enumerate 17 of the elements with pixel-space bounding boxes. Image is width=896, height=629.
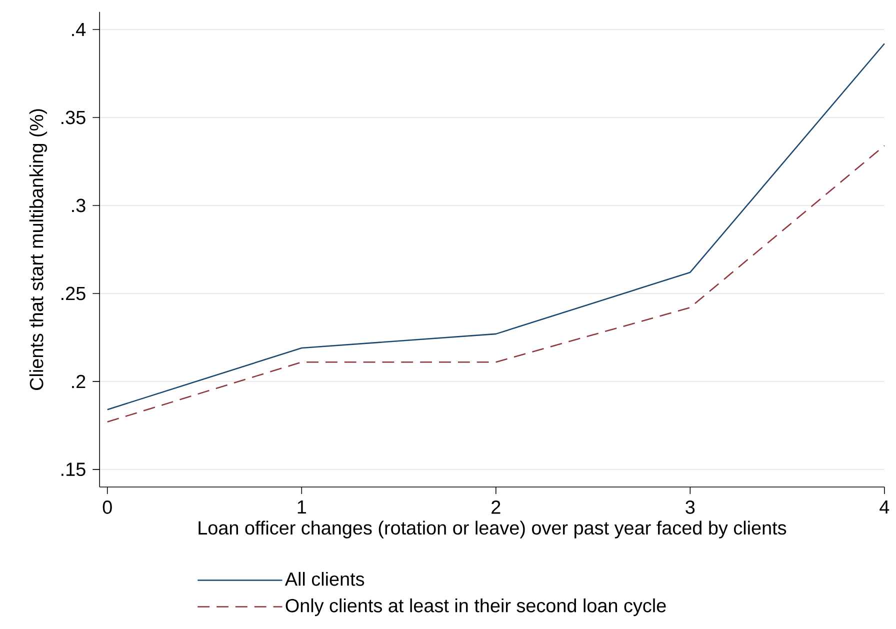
legend-label: Only clients at least in their second loan cycle xyxy=(286,598,666,616)
line-series xyxy=(106,144,886,422)
x-axis-title: Loan officer changes (rotation or leave) over past year faced by clients xyxy=(198,520,786,538)
y-tick-label: .15 xyxy=(62,462,86,476)
y-tick-label: .2 xyxy=(72,374,86,388)
y-tick-label: .35 xyxy=(62,110,86,124)
x-tick-label: 0 xyxy=(102,500,112,514)
y-tick-label: .4 xyxy=(72,22,86,36)
x-tick-label: 1 xyxy=(298,500,306,514)
x-tick-label: 2 xyxy=(492,500,500,514)
y-tick-label: .3 xyxy=(72,198,86,212)
legend-label: All clients xyxy=(284,572,364,586)
y-tick-label: .25 xyxy=(62,286,86,300)
line-series xyxy=(106,42,886,410)
x-tick-label: 4 xyxy=(880,500,890,514)
y-axis-title: Clients that start multibanking (%) xyxy=(29,109,47,390)
x-tick-label: 3 xyxy=(686,500,695,514)
